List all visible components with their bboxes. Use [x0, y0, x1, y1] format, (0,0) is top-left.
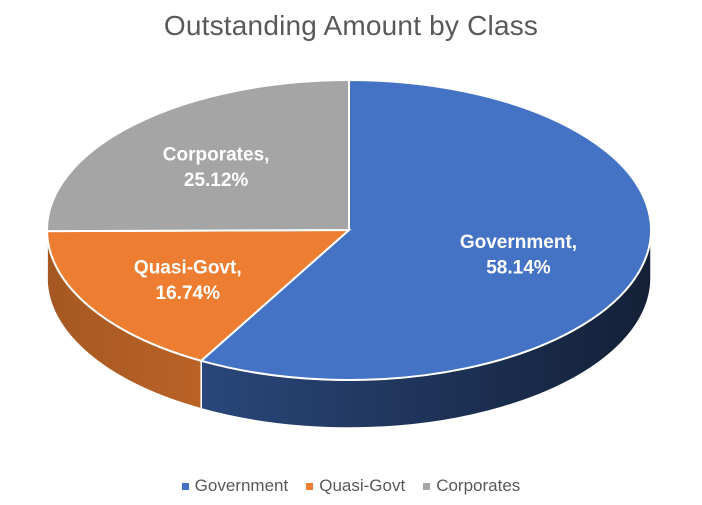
legend-label-corporates: Corporates [436, 476, 521, 495]
legend-item-quasi-govt: Quasi-Govt [306, 476, 405, 496]
legend-label-government: Government [194, 476, 289, 495]
legend-item-government: Government [181, 476, 289, 496]
legend-item-corporates: Corporates [423, 476, 520, 496]
pie-slice-corporates [46, 78, 350, 233]
legend-swatch-corporates [423, 482, 431, 490]
pie-slice-government [199, 78, 652, 381]
slice-label-corporates: Corporates, 25.12% [163, 144, 270, 191]
legend-swatch-government [181, 482, 189, 490]
legend-swatch-quasi-govt [306, 482, 314, 490]
pie-labels: Government, 58.14% Quasi-Govt, 16.74% Corpor… [134, 144, 577, 303]
slice-label-government: Government, 58.14% [460, 232, 577, 279]
pie-tops [45, 78, 652, 381]
chart-title: Outstanding Amount by Class [163, 10, 539, 41]
pie-slice-quasi-govt [45, 228, 352, 362]
slice-label-quasi-govt: Quasi-Govt, 16.74% [134, 257, 242, 304]
legend: Government Quasi-Govt Corporates [0, 476, 702, 496]
legend-label-quasi-govt: Quasi-Govt [319, 476, 406, 495]
